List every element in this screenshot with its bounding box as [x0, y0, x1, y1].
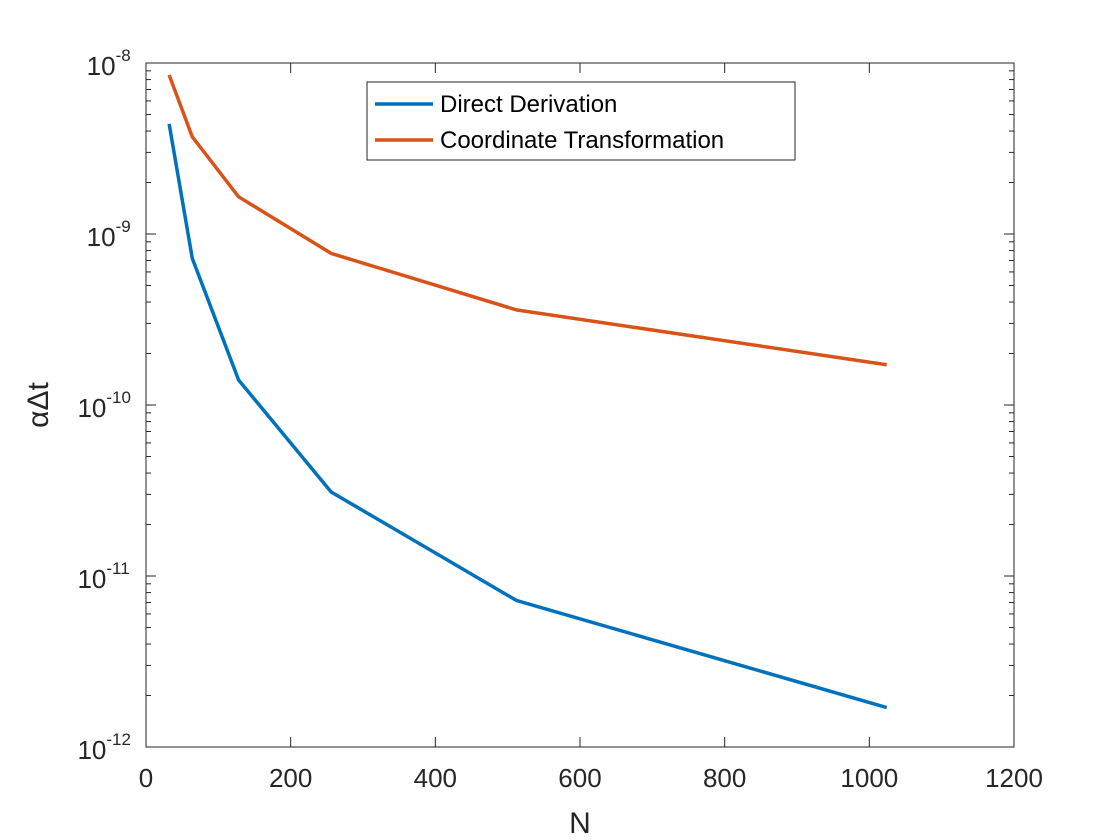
y-tick-label: 10 -8	[87, 46, 131, 81]
y-tick-exponent: -11	[106, 559, 129, 578]
x-tick-label: 400	[414, 763, 457, 793]
legend-box	[366, 81, 796, 161]
x-tick-label: 1000	[840, 763, 898, 793]
y-axis-label: αΔt	[22, 381, 55, 427]
y-tick-label: 10 -9	[87, 217, 131, 252]
plot-area	[146, 63, 1014, 747]
x-axis-label: N	[569, 807, 591, 840]
legend: Direct Derivation Coordinate Transformati…	[366, 81, 796, 161]
tick-labels: 0 200 400 600 800 1000 120010-1210-1110-1010-9…	[77, 46, 1042, 793]
y-tick-exponent: -8	[116, 46, 131, 65]
x-tick-label: 200	[269, 763, 312, 793]
axes	[145, 62, 1015, 748]
y-tick-base: 10	[77, 393, 106, 423]
y-tick-exponent: -12	[106, 730, 131, 749]
y-tick-label: 10 -12	[77, 730, 130, 765]
y-tick-base: 10	[87, 51, 116, 81]
y-tick-base: 10	[87, 222, 116, 252]
y-tick-exponent: -10	[106, 388, 131, 407]
y-tick-exponent: -9	[116, 217, 131, 236]
x-tick-label: 600	[558, 763, 601, 793]
series-line-1	[167, 123, 888, 710]
plot-background	[146, 63, 1014, 747]
x-tick-label: 1200	[985, 763, 1043, 793]
y-tick-base: 10	[77, 735, 106, 765]
x-tick-label: 800	[703, 763, 746, 793]
legend-label-1: Direct Derivation	[440, 91, 617, 118]
axis-labels: N αΔt	[22, 381, 591, 840]
series-line-2	[167, 74, 887, 367]
series-lines	[167, 74, 888, 710]
legend-label-2: Coordinate Transformation	[440, 127, 724, 154]
x-tick-label: 0	[139, 763, 153, 793]
y-tick-label: 10 -10	[77, 388, 130, 423]
y-tick-label: 10 -11	[77, 559, 129, 594]
y-tick-base: 10	[77, 564, 106, 594]
